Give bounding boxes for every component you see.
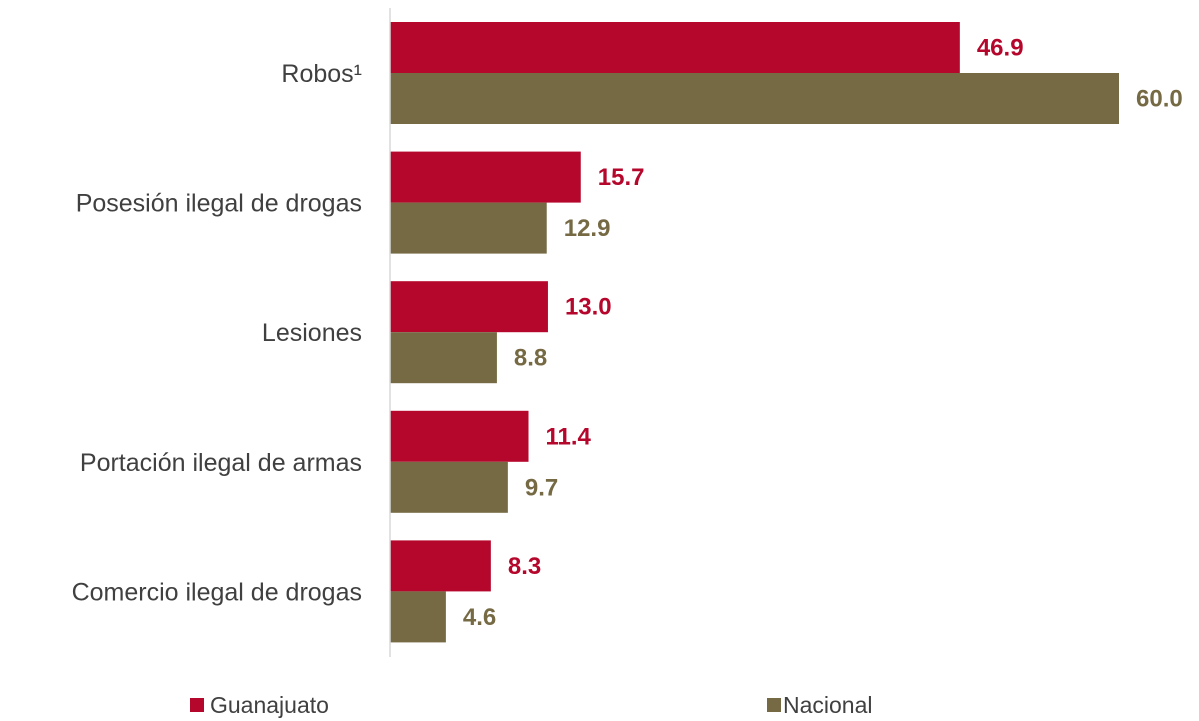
legend-swatch-guanajuato	[190, 698, 204, 712]
bar-nacional-portacion-ilegal-de-armas	[390, 461, 508, 513]
category-label-portacion-ilegal-de-armas: Portación ilegal de armas	[80, 449, 362, 477]
category-label-posesion-ilegal-de-drogas: Posesión ilegal de drogas	[76, 190, 362, 218]
category-label-lesiones: Lesiones	[262, 319, 362, 347]
value-label-nacional-robos: 60.0	[1136, 86, 1183, 113]
value-label-guanajuato-portacion-ilegal-de-armas: 11.4	[546, 423, 592, 450]
bars-layer	[390, 22, 1119, 643]
value-label-guanajuato-comercio-ilegal-de-drogas: 8.3	[508, 553, 541, 580]
bar-guanajuato-portacion-ilegal-de-armas	[390, 410, 529, 462]
bar-guanajuato-robos	[390, 22, 960, 73]
category-labels: Robos¹ Posesión ilegal de drogas Lesiones P…	[72, 60, 362, 606]
value-label-guanajuato-posesion-ilegal-de-drogas: 15.7	[598, 164, 645, 191]
value-label-guanajuato-robos: 46.9	[977, 35, 1024, 62]
legend-label-nacional: Nacional	[783, 692, 873, 718]
bar-guanajuato-lesiones	[390, 281, 548, 333]
bar-nacional-comercio-ilegal-de-drogas	[390, 591, 446, 643]
category-label-robos: Robos¹	[281, 60, 362, 88]
value-label-nacional-comercio-ilegal-de-drogas: 4.6	[463, 604, 496, 631]
legend-swatch-nacional	[767, 698, 781, 712]
category-label-comercio-ilegal-de-drogas: Comercio ilegal de drogas	[72, 578, 362, 606]
value-label-nacional-posesion-ilegal-de-drogas: 12.9	[564, 215, 611, 242]
bar-guanajuato-posesion-ilegal-de-drogas	[390, 151, 581, 203]
bar-guanajuato-comercio-ilegal-de-drogas	[390, 540, 491, 592]
value-label-nacional-portacion-ilegal-de-armas: 9.7	[525, 474, 558, 501]
value-label-nacional-lesiones: 8.8	[514, 345, 547, 372]
value-labels: 46.9 60.0 15.7 12.9 13.0 8.8 11.4 9.7 8.3 4.6	[463, 35, 1183, 631]
value-label-guanajuato-lesiones: 13.0	[565, 294, 612, 321]
bar-nacional-lesiones	[390, 332, 497, 384]
bar-nacional-robos	[390, 73, 1119, 124]
legend-label-guanajuato: Guanajuato	[210, 692, 329, 718]
legend: Guanajuato Nacional	[190, 692, 873, 718]
bar-nacional-posesion-ilegal-de-drogas	[390, 202, 547, 254]
